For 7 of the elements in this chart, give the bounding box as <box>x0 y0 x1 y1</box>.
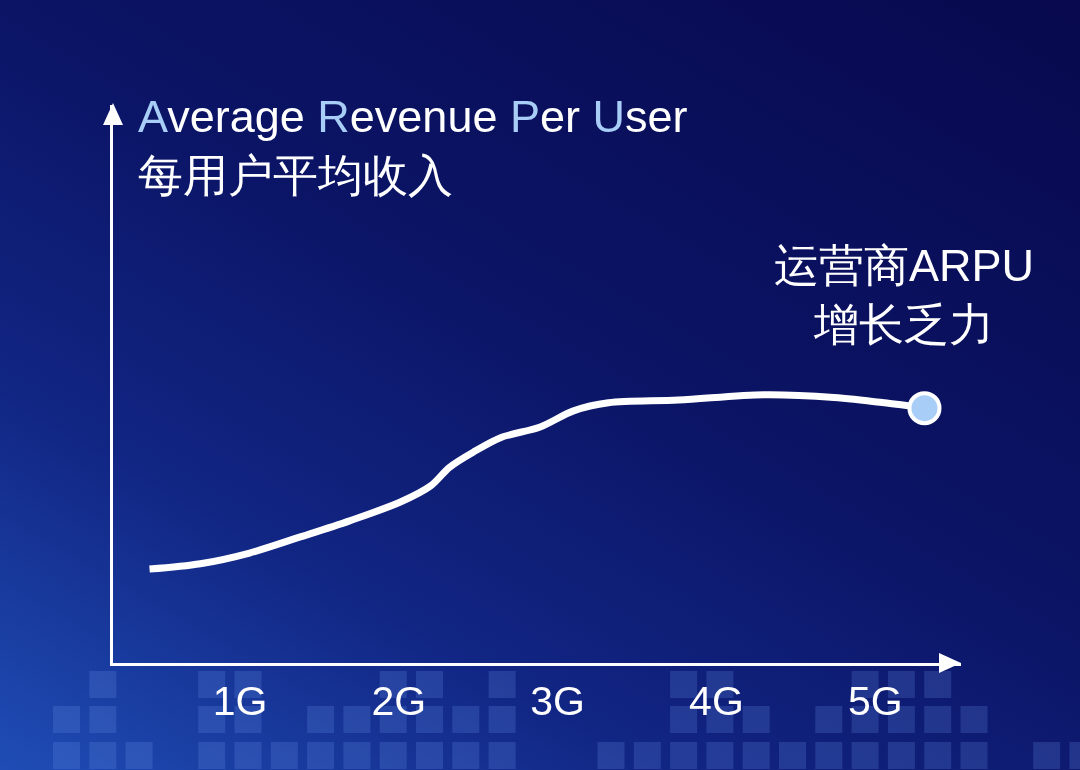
x-tick-label: 2G <box>371 678 427 725</box>
x-tick-label: 5G <box>847 678 903 725</box>
text: Average Revenue Per User 每用户平均收入 <box>138 91 688 201</box>
annotation: 运营商ARPU 增长乏力 <box>774 240 1035 350</box>
x-tick-label: 3G <box>530 678 585 725</box>
x-tick-label: 4G <box>689 678 744 725</box>
x-tick-label: 1G <box>212 678 268 725</box>
